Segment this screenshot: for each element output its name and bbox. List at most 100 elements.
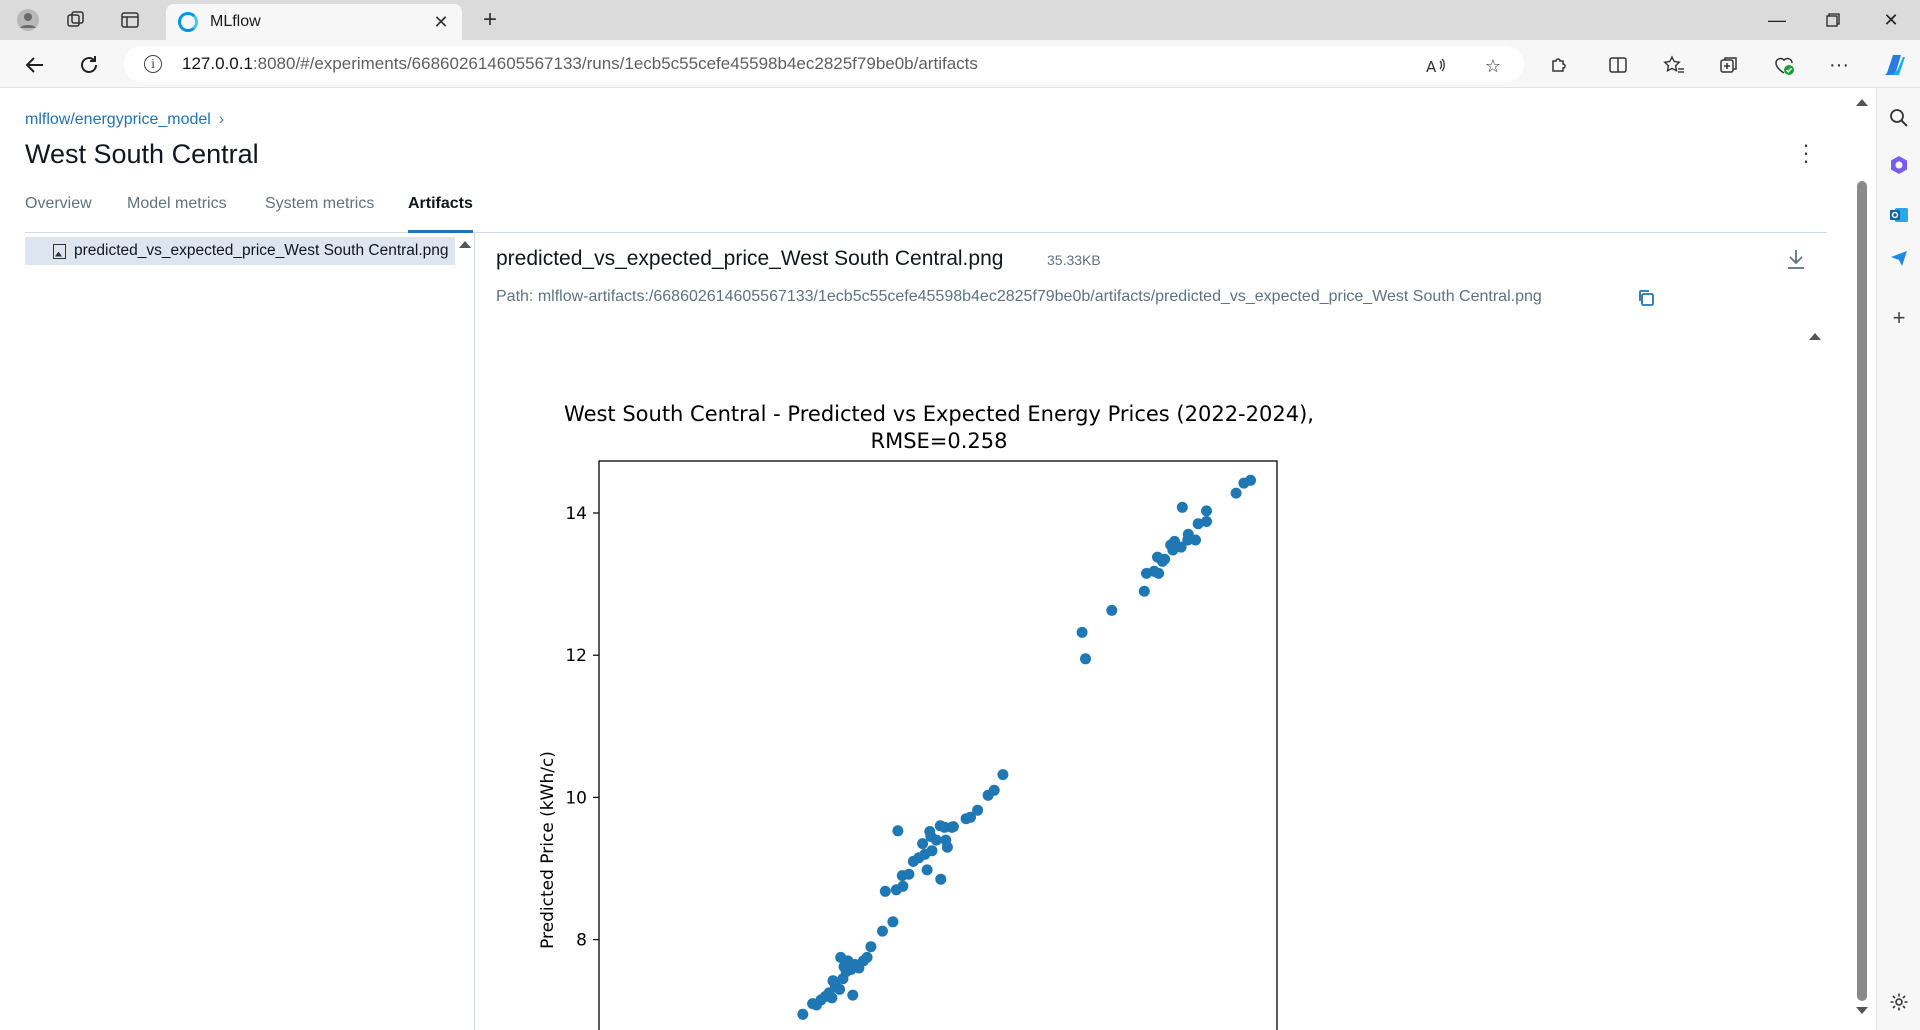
- scatter-point: [935, 873, 947, 885]
- page-scrollbar[interactable]: [1852, 89, 1870, 1030]
- scatter-point: [847, 989, 859, 1001]
- scatter-point: [988, 784, 1000, 796]
- browser-tab-mlflow[interactable]: MLflow ✕: [166, 4, 462, 40]
- copy-path-icon[interactable]: [1637, 289, 1655, 307]
- scatter-point: [926, 845, 938, 857]
- back-icon[interactable]: [22, 52, 48, 78]
- run-actions-kebab-icon[interactable]: · · ·: [1802, 132, 1810, 173]
- scatter-point: [892, 825, 904, 837]
- breadcrumb-chevron-icon: ›: [218, 111, 225, 128]
- favorite-star-icon[interactable]: ☆: [1484, 55, 1502, 76]
- site-info-icon[interactable]: i: [144, 55, 162, 73]
- preview-scroll-up-icon[interactable]: [1809, 333, 1821, 340]
- run-tabs: Overview Model metrics System metrics Ar…: [25, 193, 1827, 233]
- y-tick-label: 12: [565, 646, 587, 666]
- chart-ylabel: Predicted Price (kWh/c): [538, 751, 558, 949]
- chart-title-line2: RMSE=0.258: [870, 429, 1007, 453]
- scatter-point: [797, 1008, 809, 1020]
- scatter-point: [903, 868, 915, 880]
- outlook-icon[interactable]: [1887, 203, 1911, 227]
- y-tick-label: 10: [565, 788, 587, 808]
- minimize-icon[interactable]: —: [1768, 9, 1786, 30]
- url-path: :8080/#/experiments/668602614605567133/r…: [252, 54, 978, 73]
- collections-icon[interactable]: [1716, 52, 1742, 78]
- scatter-point: [1176, 501, 1188, 513]
- browser-side-panel: +: [1876, 88, 1920, 1030]
- scatter-point: [897, 880, 909, 892]
- profile-icon[interactable]: [16, 8, 40, 32]
- new-tab-icon[interactable]: +: [482, 6, 497, 33]
- tab-model-metrics[interactable]: Model metrics: [127, 195, 227, 212]
- browser-essentials-icon[interactable]: [1771, 52, 1797, 78]
- plot-area-frame: [598, 460, 1278, 1030]
- scroll-down-icon[interactable]: [1856, 1007, 1868, 1014]
- scatter-point: [1152, 551, 1163, 563]
- scatter-point: [827, 975, 839, 987]
- tab-artifacts[interactable]: Artifacts: [408, 193, 473, 233]
- y-tick-label: 14: [565, 504, 587, 524]
- scatter-point: [1080, 653, 1091, 665]
- tab-system-metrics[interactable]: System metrics: [265, 195, 375, 212]
- artifact-path-label: Path:: [496, 288, 534, 305]
- artifact-preview-title: predicted_vs_expected_price_West South C…: [496, 247, 1004, 270]
- scatter-point: [1138, 585, 1150, 597]
- scatter-point: [917, 838, 929, 850]
- vertical-tabs-icon[interactable]: [118, 8, 142, 32]
- scatter-point: [921, 864, 933, 876]
- scatter-point: [1153, 567, 1165, 579]
- scatter-point: [861, 951, 873, 963]
- scrollbar-thumb[interactable]: [1857, 181, 1867, 1001]
- image-file-icon: [53, 243, 66, 259]
- scatter-point: [877, 925, 888, 937]
- download-icon[interactable]: [1785, 247, 1807, 271]
- scatter-point: [965, 811, 976, 823]
- address-bar[interactable]: i 127.0.0.1:8080/#/experiments/668602614…: [124, 46, 1524, 82]
- y-tick-label: 8: [576, 931, 587, 951]
- scatter-point: [879, 885, 891, 897]
- scatter-point: [1190, 534, 1201, 546]
- refresh-icon[interactable]: [76, 52, 102, 78]
- send-icon[interactable]: [1887, 246, 1911, 270]
- file-tree-scroll-up-icon[interactable]: [459, 241, 471, 248]
- artifact-file-tree: predicted_vs_expected_price_West South C…: [25, 233, 475, 1030]
- scatter-point: [865, 941, 877, 953]
- copilot-icon[interactable]: [1880, 50, 1910, 80]
- scatter-point: [1230, 487, 1242, 499]
- breadcrumb-experiment-link[interactable]: mlflow/energyprice_model: [25, 111, 211, 128]
- restore-icon[interactable]: [1810, 6, 1856, 34]
- scatter-point: [1167, 544, 1179, 556]
- scatter-point: [941, 841, 953, 853]
- scatter-point: [834, 983, 846, 995]
- tab-title: MLflow: [210, 13, 261, 30]
- scatter-point: [1106, 604, 1118, 616]
- scatter-point: [826, 992, 838, 1004]
- settings-gear-icon[interactable]: [1887, 990, 1911, 1014]
- favorites-icon[interactable]: [1661, 52, 1687, 78]
- url-host: 127.0.0.1: [182, 54, 253, 73]
- mlflow-run-page: mlflow/energyprice_model › West South Cen…: [0, 89, 1876, 1030]
- more-options-icon[interactable]: ···: [1829, 53, 1849, 76]
- browser-toolbar: i 127.0.0.1:8080/#/experiments/668602614…: [0, 40, 1920, 88]
- scatter-point: [1192, 518, 1204, 530]
- artifact-file-name: predicted_vs_expected_price_West South C…: [74, 242, 449, 259]
- extensions-icon[interactable]: [1546, 52, 1572, 78]
- copilot-app-icon[interactable]: [1887, 153, 1911, 177]
- close-window-icon[interactable]: ✕: [1883, 9, 1899, 30]
- scatter-point: [924, 826, 936, 837]
- scatter-point: [1201, 505, 1212, 517]
- scatter-chart: West South Central - Predicted vs Expect…: [538, 402, 1314, 1030]
- close-tab-icon[interactable]: ✕: [433, 11, 449, 32]
- tab-overview[interactable]: Overview: [25, 195, 92, 212]
- breadcrumb: mlflow/energyprice_model ›: [25, 111, 224, 129]
- add-panel-icon[interactable]: +: [1892, 305, 1906, 330]
- split-screen-icon[interactable]: [1605, 52, 1631, 78]
- scatter-point: [972, 804, 984, 816]
- search-icon[interactable]: [1887, 106, 1911, 130]
- page-title: West South Central: [25, 139, 259, 169]
- scroll-up-icon[interactable]: [1856, 99, 1868, 106]
- artifact-file-item[interactable]: predicted_vs_expected_price_West South C…: [25, 237, 455, 265]
- browser-tab-strip: MLflow ✕ + — ✕: [0, 0, 1920, 40]
- workspaces-icon[interactable]: [64, 8, 88, 32]
- scatter-point: [947, 821, 959, 833]
- read-aloud-icon[interactable]: A: [1424, 54, 1448, 78]
